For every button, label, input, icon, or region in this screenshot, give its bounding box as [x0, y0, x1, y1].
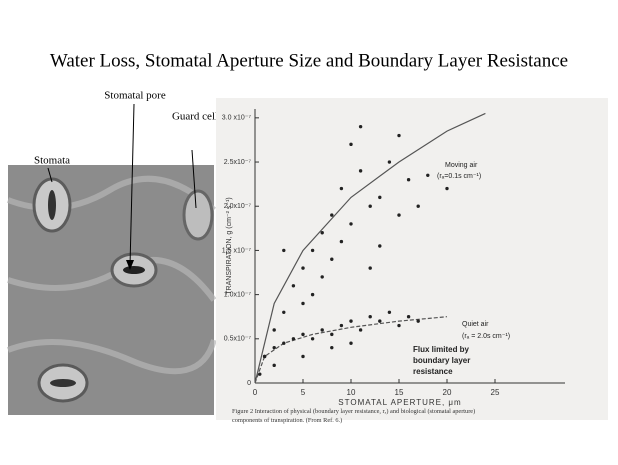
x-tick-label: 10 — [347, 388, 356, 397]
data-point — [310, 292, 315, 297]
data-point — [368, 204, 372, 208]
y-axis-label: TRANSPIRATION, g (cm⁻² s⁻¹) — [226, 197, 233, 294]
data-point — [291, 337, 296, 341]
annotation: Quiet air — [462, 321, 489, 328]
caption: Figure 2 Interaction of physical (bounda… — [232, 408, 477, 424]
y-tick-label: 0 — [247, 380, 251, 387]
data-point — [301, 354, 305, 359]
data-point — [320, 275, 324, 279]
data-point — [291, 284, 296, 288]
x-tick-label: 5 — [301, 388, 306, 397]
data-point — [397, 133, 401, 138]
data-point — [349, 319, 353, 323]
data-point — [358, 124, 363, 129]
fit-curve — [254, 112, 486, 384]
x-tick-label: 0 — [253, 388, 258, 397]
data-point — [349, 222, 353, 226]
annotation: Flux limited by — [413, 345, 470, 354]
data-point — [378, 195, 382, 200]
annotation: Moving air — [445, 162, 478, 169]
data-point — [301, 332, 305, 337]
y-tick-label: 2.5x10⁻⁷ — [224, 159, 252, 166]
y-tick-label: 2.0x10⁻⁷ — [224, 203, 252, 210]
data-point — [378, 244, 382, 248]
data-point — [330, 213, 334, 217]
annotation: boundary layer — [413, 356, 470, 365]
data-point — [358, 169, 363, 173]
data-point — [310, 248, 315, 253]
data-point — [320, 231, 324, 235]
data-point — [339, 239, 344, 244]
data-point — [416, 319, 420, 323]
data-point — [387, 160, 392, 164]
data-point — [310, 337, 315, 341]
data-point — [378, 319, 382, 323]
x-tick-label: 20 — [443, 388, 452, 397]
data-point — [445, 186, 449, 191]
data-point — [272, 345, 276, 350]
data-point — [301, 266, 305, 270]
data-point — [320, 328, 324, 332]
photo-label: Stomatal pore — [104, 90, 166, 102]
chart: 0 5 10 15 20 25 0 0.5x10⁻⁷ 1.0x10⁻⁷ 1.5 x10⁻⁷ 2.0x… — [222, 109, 565, 424]
data-point — [349, 341, 353, 345]
data-point — [416, 204, 420, 208]
chart-background — [216, 98, 608, 420]
fit-curve — [254, 316, 448, 384]
data-point — [358, 328, 363, 332]
data-point — [262, 354, 267, 359]
data-point — [426, 173, 430, 177]
y-tick-label: 1.0x10⁻⁷ — [224, 291, 252, 298]
data-point — [272, 328, 276, 332]
data-point — [282, 341, 286, 345]
micrograph — [6, 103, 217, 415]
data-point — [349, 142, 353, 147]
caption-line: components of transpiration. (From Ref. … — [232, 417, 342, 424]
data-point — [258, 372, 262, 376]
x-tick-label: 15 — [395, 388, 404, 397]
data-point — [272, 363, 276, 368]
data-point — [339, 323, 344, 328]
photo-label: Guard cell — [172, 111, 218, 123]
annotation: (rₐ = 2.0s cm⁻¹) — [462, 333, 510, 340]
x-tick-label: 25 — [491, 388, 500, 397]
data-point — [282, 310, 286, 314]
annotation: resistance — [413, 367, 453, 376]
data-point — [330, 257, 334, 261]
annotation: (rₐ=0.1s cm⁻¹) — [437, 173, 481, 180]
data-point — [339, 186, 344, 191]
y-tick-label: 0.5x10⁻⁷ — [224, 336, 252, 343]
y-tick-label: 1.5 x10⁻⁷ — [222, 247, 252, 254]
caption-line: Figure 2 Interaction of physical (bounda… — [232, 408, 477, 415]
photo-label: Stomata — [34, 155, 70, 167]
data-point — [406, 178, 411, 182]
data-point — [330, 332, 334, 337]
data-point — [387, 310, 392, 314]
data-point — [368, 266, 372, 270]
x-axis-label: STOMATAL APERTURE, μm — [338, 398, 461, 407]
data-point — [397, 213, 401, 217]
data-point — [397, 323, 401, 328]
slide-title: Water Loss, Stomatal Aperture Size and B… — [50, 50, 568, 71]
y-tick-label: 3.0 x10⁻⁷ — [222, 115, 252, 122]
data-point — [301, 301, 305, 306]
data-point — [330, 345, 334, 350]
data-point — [368, 315, 372, 319]
data-point — [406, 315, 411, 319]
data-point — [282, 248, 286, 253]
